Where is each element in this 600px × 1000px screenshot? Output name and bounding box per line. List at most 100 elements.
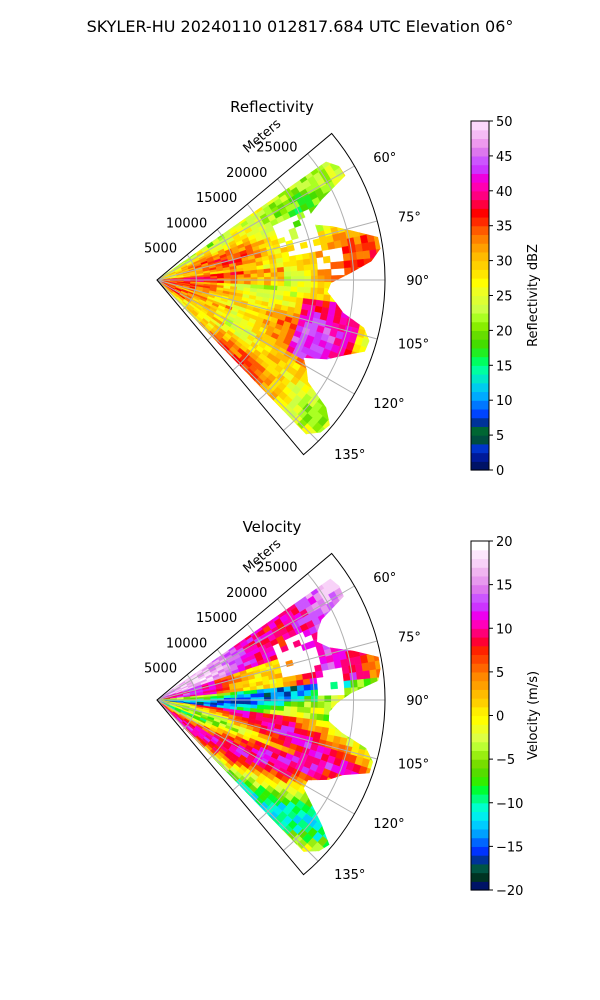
field-cell (351, 203, 361, 214)
colorbar-swatch (471, 619, 489, 629)
field-cell (344, 694, 352, 703)
field-cell (363, 678, 372, 688)
field-cell (283, 691, 292, 698)
field-cell (329, 623, 340, 634)
azimuth-tick-label: 135° (334, 868, 365, 883)
colorbar-tick-label: 10 (496, 394, 513, 409)
field-cell (210, 695, 218, 699)
field-cell (297, 690, 305, 697)
colorbar-tick-label: 50 (496, 115, 513, 130)
range-tick-label: 10000 (166, 216, 207, 231)
field-cell (290, 286, 298, 293)
field-cell (292, 639, 302, 648)
field-cell (329, 203, 340, 214)
colorbar-swatch (471, 278, 489, 288)
field-cell (333, 789, 344, 800)
field-cell (237, 274, 245, 279)
field-cell (257, 277, 265, 282)
field-cell (352, 780, 363, 792)
field-cell (210, 275, 218, 279)
colorbar-tick-label: 15 (496, 579, 513, 594)
field-cell (257, 273, 265, 278)
field-cell (357, 702, 366, 711)
azimuth-tick-label: 135° (334, 448, 365, 463)
range-tick-label: 15000 (196, 191, 237, 206)
field-cell (315, 360, 326, 371)
field-cell (354, 613, 365, 625)
field-cell (282, 681, 291, 688)
field-cell (337, 281, 346, 290)
field-cell (341, 601, 352, 613)
field-cell (348, 368, 359, 379)
field-cell (366, 652, 376, 663)
field-cell (216, 695, 225, 699)
field-cell (356, 671, 365, 681)
field-cell (250, 280, 258, 286)
field-cell (369, 718, 378, 728)
colorbar-swatch (471, 663, 489, 673)
colorbar-swatch (471, 881, 489, 891)
field-cell (297, 701, 305, 708)
field-cell (270, 692, 278, 698)
field-cell (303, 270, 312, 277)
field-cell (326, 213, 336, 223)
field-cell (302, 252, 311, 260)
field-cell (313, 217, 323, 227)
field-cell (309, 161, 321, 167)
colorbar-swatch (471, 698, 489, 708)
field-cell (267, 608, 277, 618)
field-cell (377, 685, 381, 695)
field-cell (328, 721, 337, 730)
field-cell (355, 724, 364, 734)
field-cell (243, 277, 252, 282)
field-cell (323, 626, 333, 636)
field-cell (303, 684, 312, 691)
range-ring (257, 598, 315, 821)
colorbar-swatch (471, 408, 489, 419)
field-cell (276, 285, 285, 292)
field-cell (355, 773, 366, 784)
field-cell (364, 266, 372, 275)
field-cell (321, 148, 331, 158)
field-cell (302, 678, 311, 686)
field-cell (377, 282, 381, 292)
field-cell (283, 286, 292, 292)
field-cell (304, 281, 312, 288)
field-cell (333, 369, 344, 380)
field-cell (241, 629, 250, 638)
field-cell (345, 375, 356, 387)
colorbar-swatch (471, 304, 489, 314)
colorbar-swatch (471, 567, 489, 577)
field-cell (370, 257, 379, 267)
field-cell (270, 281, 278, 287)
field-cell (325, 382, 336, 394)
colorbar-swatch (471, 155, 489, 166)
field-cell (370, 265, 379, 275)
field-cell (341, 665, 350, 675)
field-cell (350, 709, 359, 718)
field-cell (283, 271, 292, 278)
colorbar-swatch (471, 391, 489, 401)
field-cell (369, 249, 378, 259)
field-cell (299, 584, 310, 595)
field-cell (360, 208, 370, 220)
field-cell (273, 604, 283, 614)
range-ring (283, 573, 355, 851)
field-cell (315, 250, 324, 259)
field-cell (315, 578, 326, 583)
field-cell (353, 211, 364, 222)
field-cell (338, 191, 349, 202)
field-cell (303, 707, 312, 714)
field-cell (377, 710, 381, 721)
colorbar-swatch (471, 199, 489, 209)
field-cell (342, 303, 351, 312)
field-cell (331, 695, 339, 703)
colorbar-swatch (471, 382, 489, 393)
field-cell (357, 201, 367, 212)
colorbar-tick-label: −5 (496, 753, 515, 768)
field-cell (257, 693, 265, 698)
field-cell (327, 403, 339, 415)
field-cell (250, 269, 258, 275)
colorbar-swatch (471, 330, 489, 340)
field-cell (334, 637, 344, 647)
